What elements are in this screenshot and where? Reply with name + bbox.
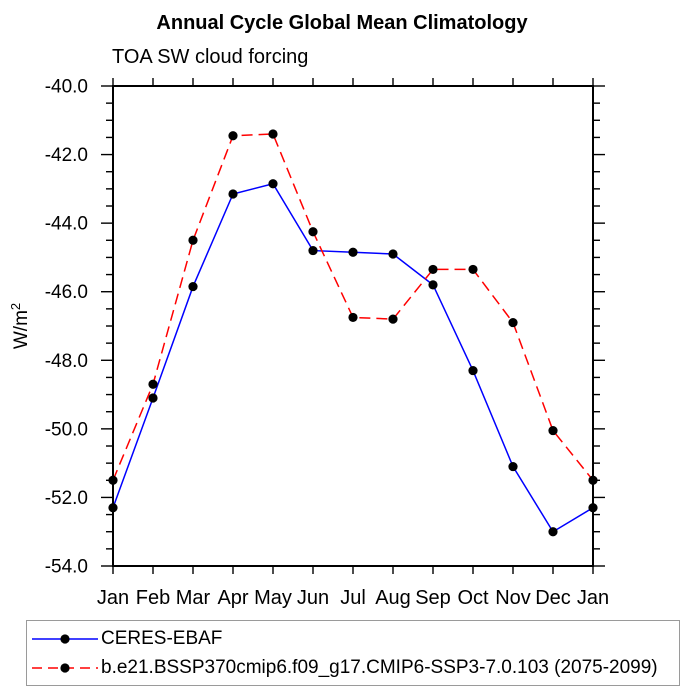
y-axis-title: W/m2 bbox=[8, 303, 32, 349]
y-tick-label: -54.0 bbox=[45, 557, 88, 578]
x-tick-label: Jan bbox=[97, 587, 129, 609]
legend-line-sample bbox=[32, 662, 98, 673]
x-tick-label: Feb bbox=[136, 587, 170, 609]
data-point-marker bbox=[348, 312, 358, 323]
y-tick-label: -52.0 bbox=[45, 488, 88, 509]
data-point-marker bbox=[548, 425, 558, 436]
data-point-marker bbox=[188, 281, 198, 292]
data-point-marker bbox=[268, 179, 278, 189]
x-tick-label: Jul bbox=[340, 587, 366, 609]
data-point-marker bbox=[428, 280, 438, 290]
data-point-marker bbox=[468, 365, 478, 376]
legend-marker-icon bbox=[60, 662, 70, 673]
data-point-marker bbox=[588, 503, 598, 513]
x-tick-label: Dec bbox=[535, 587, 571, 609]
series-markers-0 bbox=[108, 179, 598, 537]
y-tick-label: -50.0 bbox=[45, 419, 88, 440]
data-point-marker bbox=[108, 475, 118, 485]
data-point-marker bbox=[388, 249, 398, 259]
data-point-marker bbox=[428, 264, 438, 275]
x-tick-label: Mar bbox=[176, 587, 211, 609]
data-point-marker bbox=[588, 475, 598, 485]
data-point-marker bbox=[508, 317, 518, 328]
x-tick-label: Jun bbox=[297, 587, 329, 609]
data-point-marker bbox=[268, 129, 278, 139]
data-point-marker bbox=[148, 393, 158, 403]
data-point-marker bbox=[548, 527, 558, 537]
legend-line-sample bbox=[32, 633, 98, 644]
legend-marker-icon bbox=[60, 633, 70, 644]
data-point-marker bbox=[308, 245, 318, 256]
y-tick-label: -40.0 bbox=[45, 77, 88, 98]
data-point-marker bbox=[468, 264, 478, 275]
x-axis: Jan Feb Mar Apr May Jun Jul Aug Sep Oct Nov Dec Jan bbox=[97, 78, 609, 609]
data-point-marker bbox=[228, 189, 238, 199]
y-tick-label: -48.0 bbox=[45, 351, 88, 372]
chart-title: Annual Cycle Global Mean Climatology bbox=[156, 12, 528, 34]
y-axis: -40.0 -42.0 -44.0 -46.0 -48.0 -50.0 -52.0 -54.0 bbox=[45, 77, 605, 578]
x-tick-label: Sep bbox=[415, 587, 451, 609]
data-point-marker bbox=[388, 314, 398, 324]
x-tick-label: Oct bbox=[457, 587, 489, 609]
data-point-marker bbox=[108, 503, 118, 513]
data-point-marker bbox=[188, 235, 198, 245]
y-tick-label: -46.0 bbox=[45, 282, 88, 303]
x-tick-label: Aug bbox=[375, 587, 411, 609]
legend-label: CERES-EBAF bbox=[101, 628, 223, 649]
data-point-marker bbox=[508, 461, 518, 472]
data-point-marker bbox=[148, 379, 158, 389]
legend-item: CERES-EBAF bbox=[27, 624, 679, 653]
x-tick-label: Jan bbox=[577, 587, 609, 609]
data-point-marker bbox=[228, 131, 238, 141]
chart-subtitle: TOA SW cloud forcing bbox=[112, 46, 309, 68]
data-point-marker bbox=[348, 247, 358, 257]
legend: CERES-EBAF b.e21.BSSP370cmip6.f09_g17.CMI… bbox=[26, 620, 680, 686]
series-markers-1 bbox=[108, 129, 598, 485]
legend-label: b.e21.BSSP370cmip6.f09_g17.CMIP6-SSP3-7.… bbox=[101, 657, 658, 678]
data-point-marker bbox=[308, 227, 318, 237]
legend-item: b.e21.BSSP370cmip6.f09_g17.CMIP6-SSP3-7.… bbox=[27, 653, 679, 682]
y-tick-label: -42.0 bbox=[45, 145, 88, 166]
y-tick-label: -44.0 bbox=[45, 214, 88, 235]
x-tick-label: Nov bbox=[495, 587, 531, 609]
series-line-0 bbox=[112, 182, 594, 533]
x-tick-label: May bbox=[254, 587, 292, 609]
x-tick-label: Apr bbox=[217, 587, 248, 609]
axis-frame bbox=[112, 85, 594, 567]
